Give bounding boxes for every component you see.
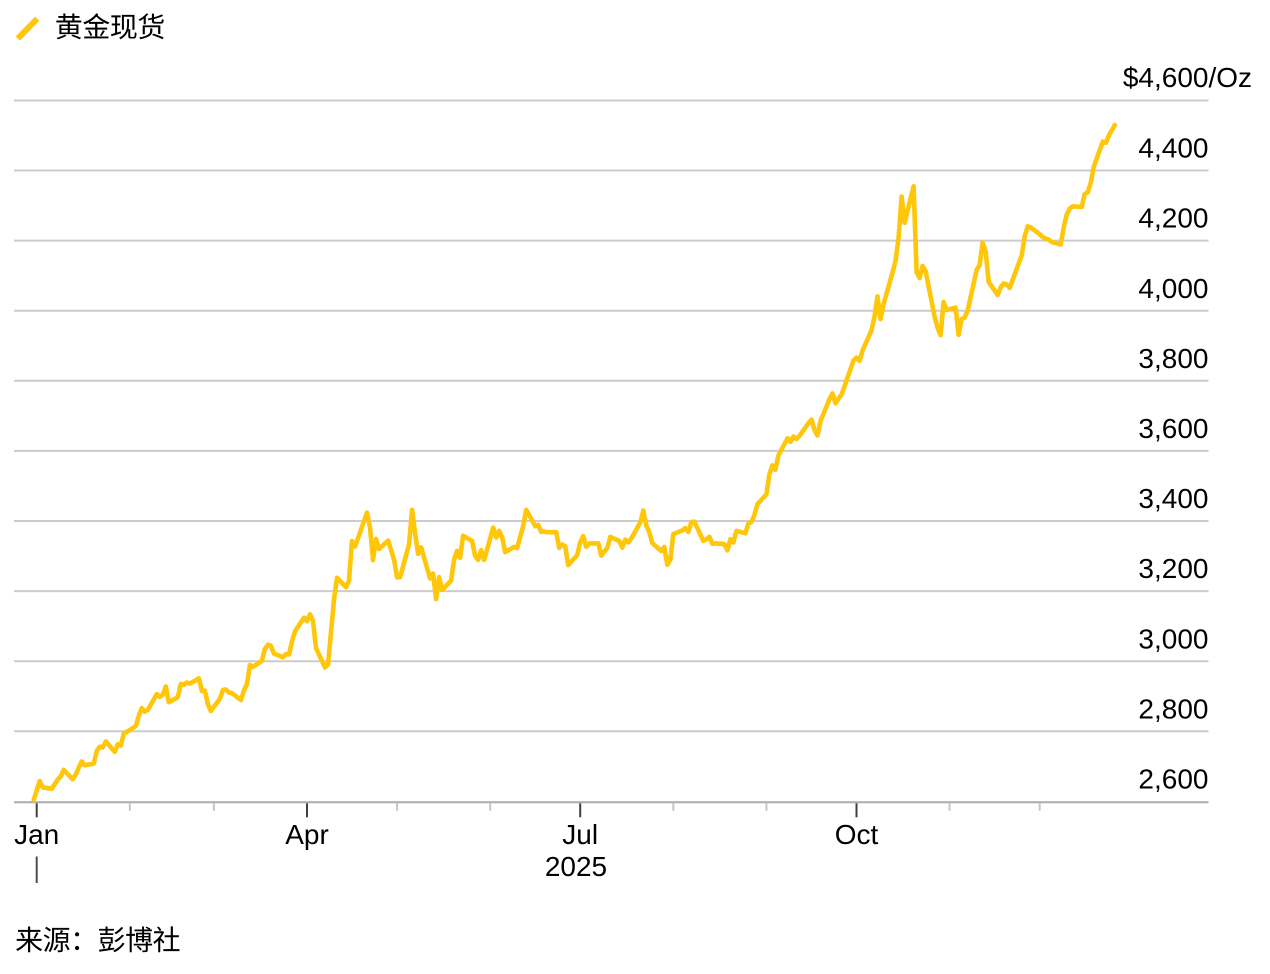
- svg-text:4,000: 4,000: [1138, 273, 1208, 304]
- svg-text:4,400: 4,400: [1138, 133, 1208, 164]
- svg-text:3,800: 3,800: [1138, 343, 1208, 374]
- svg-text:3,200: 3,200: [1138, 553, 1208, 584]
- svg-text:$4,600: $4,600: [1123, 62, 1209, 93]
- svg-text:3,600: 3,600: [1138, 413, 1208, 444]
- svg-text:Oct: Oct: [835, 819, 879, 850]
- svg-text:/Oz: /Oz: [1209, 62, 1253, 93]
- svg-text:Apr: Apr: [285, 819, 329, 850]
- svg-text:Jan: Jan: [14, 819, 59, 850]
- svg-text:2,800: 2,800: [1138, 693, 1208, 724]
- svg-text:3,000: 3,000: [1138, 623, 1208, 654]
- svg-text:3,400: 3,400: [1138, 483, 1208, 514]
- svg-text:2025: 2025: [545, 851, 607, 882]
- svg-text:4,200: 4,200: [1138, 203, 1208, 234]
- svg-text:2,600: 2,600: [1138, 764, 1208, 795]
- svg-text:Jul: Jul: [562, 819, 598, 850]
